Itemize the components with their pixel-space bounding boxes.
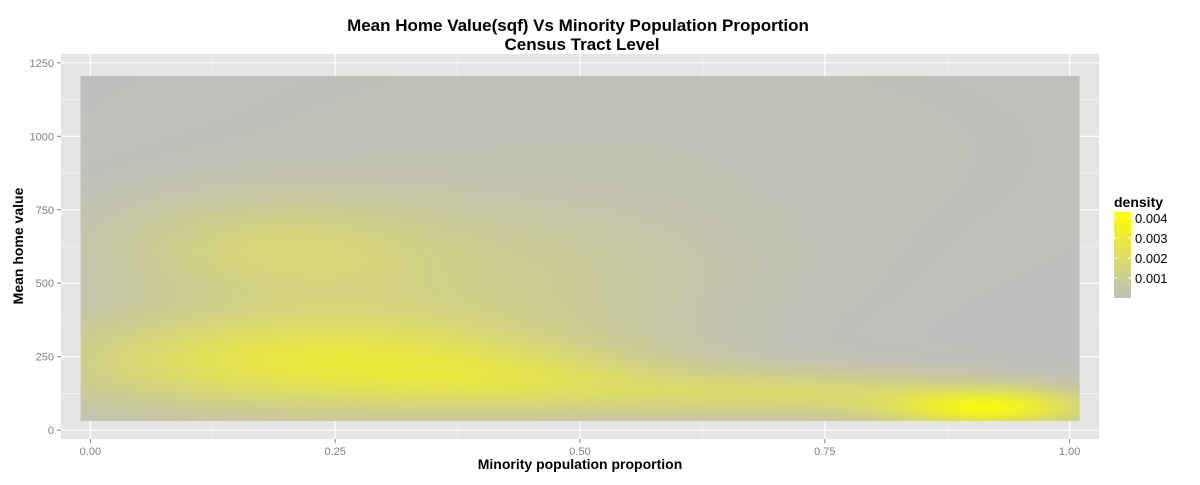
density-raster [80, 76, 1080, 422]
y-tick-label: 750 [36, 205, 54, 217]
legend-break-label: 0.003 [1135, 231, 1168, 246]
x-tick-label: 0.25 [324, 446, 345, 458]
x-tick-label: 0.50 [569, 446, 590, 458]
x-tick-label: 1.00 [1059, 446, 1080, 458]
y-tick-label: 0 [48, 425, 54, 437]
y-tick-label: 250 [36, 352, 54, 364]
x-tick-label: 0.75 [814, 446, 835, 458]
legend-break-label: 0.002 [1135, 251, 1168, 266]
y-axis: 0 250 500 750 1000 1250 [30, 58, 61, 437]
y-axis-label: Mean home value [10, 187, 26, 304]
legend-break-label: 0.001 [1135, 271, 1168, 286]
chart-subtitle: Census Tract Level [505, 35, 660, 54]
legend: density 0.004 0.003 0.002 0.001 [1114, 194, 1168, 298]
legend-colorbar [1114, 212, 1131, 298]
legend-title: density [1114, 194, 1163, 210]
legend-break-label: 0.004 [1135, 211, 1168, 226]
legend-breaks: 0.004 0.003 0.002 0.001 [1114, 211, 1168, 286]
y-tick-label: 1000 [30, 131, 54, 143]
chart-title: Mean Home Value(sqf) Vs Minority Populat… [347, 16, 809, 35]
y-tick-label: 500 [36, 278, 54, 290]
y-tick-label: 1250 [30, 58, 54, 70]
x-axis-label: Minority population proportion [478, 456, 683, 472]
x-tick-label: 0.00 [80, 446, 101, 458]
x-axis: 0.00 0.25 0.50 0.75 1.00 [80, 439, 1080, 458]
